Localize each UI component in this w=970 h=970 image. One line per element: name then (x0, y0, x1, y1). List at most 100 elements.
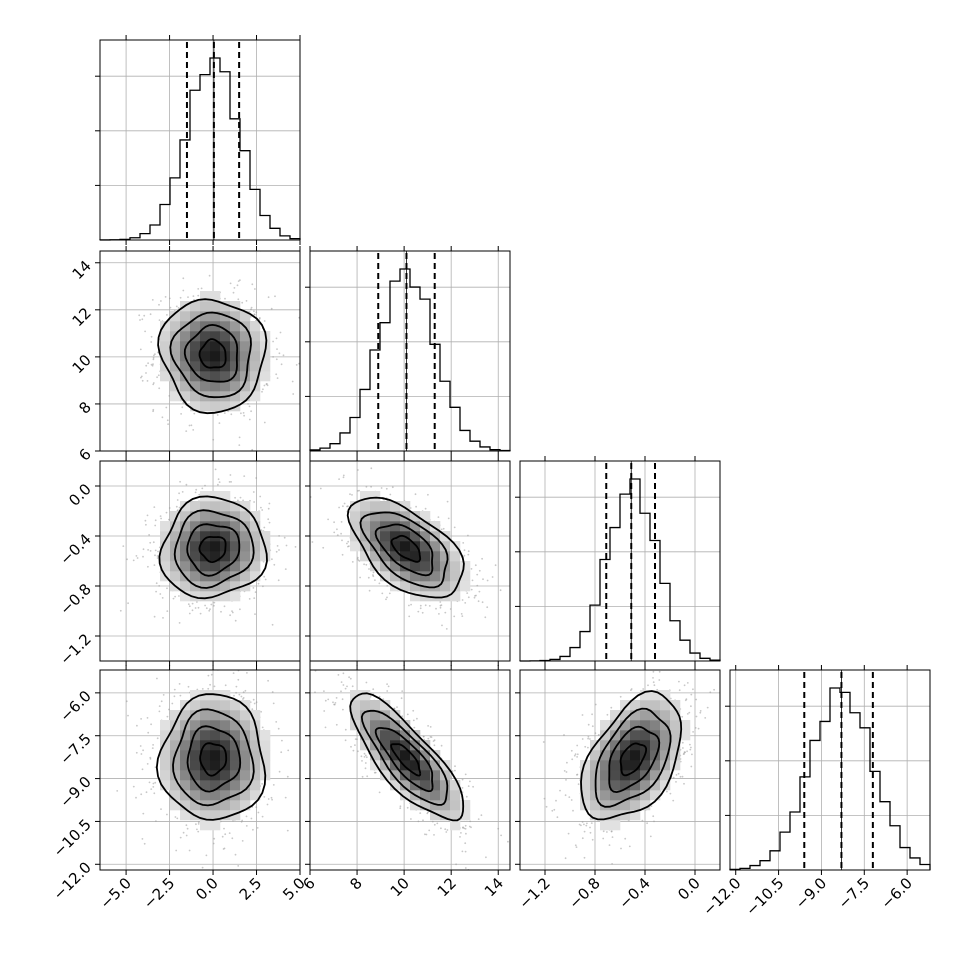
scatter-point (153, 792, 156, 795)
density-cell (180, 531, 191, 542)
density-cell (230, 521, 241, 532)
scatter-point (168, 395, 171, 397)
scatter-point (333, 521, 335, 524)
scatter-point (148, 781, 151, 784)
scatter-point (161, 416, 164, 419)
density-cell (390, 501, 401, 512)
scatter-point (417, 610, 420, 613)
density-cell (170, 371, 181, 382)
density-cell (410, 511, 421, 522)
density-cell (190, 800, 201, 811)
scatter-point (223, 666, 225, 668)
scatter-point (178, 683, 181, 685)
scatter-point (166, 610, 169, 612)
scatter-point (201, 487, 204, 490)
density-cell (240, 311, 251, 322)
density-cell (410, 551, 421, 562)
density-cell (250, 750, 261, 761)
scatter-point (212, 438, 215, 441)
density-cell (230, 581, 241, 592)
density-cell (230, 770, 241, 781)
scatter-point (208, 274, 211, 277)
scatter-point (168, 507, 171, 509)
density-cell (420, 541, 431, 552)
scatter-point (216, 414, 219, 416)
scatter-point (338, 506, 340, 509)
scatter-point (153, 506, 156, 508)
scatter-point (323, 690, 325, 692)
scatter-point (234, 496, 237, 499)
density-cell (220, 780, 231, 791)
scatter-point (386, 596, 388, 599)
density-cell (180, 501, 191, 512)
density-cell (450, 581, 461, 592)
scatter-point (239, 496, 242, 499)
scatter-point (181, 406, 184, 409)
scatter-point (228, 481, 231, 483)
scatter-point (342, 684, 345, 686)
histogram-step (519, 478, 721, 662)
scatter-point (255, 701, 258, 704)
contour-line (346, 496, 465, 599)
density-cell (220, 790, 231, 801)
density-panel-3-1: 6 8 10 12 14 (299, 665, 511, 900)
scatter-point (252, 491, 255, 493)
scatter-point (478, 590, 481, 593)
density-cell (180, 591, 191, 602)
y-tick-label: 14 (69, 257, 95, 283)
scatter-point (242, 412, 245, 414)
scatter-point (224, 833, 227, 836)
density-cell (220, 371, 231, 382)
scatter-point (252, 698, 255, 701)
scatter-point (246, 672, 248, 674)
density-cell (240, 780, 251, 791)
scatter-point (389, 493, 392, 496)
density-cell (250, 790, 261, 801)
scatter-point (380, 487, 383, 489)
contour-line (198, 338, 227, 369)
scatter-point (324, 699, 327, 702)
scatter-point (143, 314, 146, 317)
scatter-point (429, 736, 432, 738)
density-cell (220, 401, 231, 412)
scatter-point (485, 856, 487, 859)
density-cell (190, 361, 201, 372)
scatter-point (220, 610, 222, 613)
scatter-point (341, 553, 344, 556)
scatter-point (141, 318, 144, 321)
histogram-panel-0 (95, 35, 301, 245)
scatter-point (232, 291, 235, 294)
density-cell (240, 561, 251, 572)
scatter-point (155, 820, 157, 822)
scatter-point (440, 528, 443, 531)
scatter-point (449, 608, 452, 610)
scatter-point (158, 585, 161, 587)
scatter-point (277, 727, 280, 730)
scatter-point (338, 478, 340, 480)
density-cell (160, 750, 171, 761)
scatter-point (257, 582, 260, 585)
scatter-point (252, 587, 255, 589)
scatter-point (470, 588, 473, 591)
scatter-point (252, 828, 254, 831)
scatter-point (453, 526, 456, 529)
density-cell (410, 521, 421, 532)
scatter-point (416, 717, 418, 720)
scatter-point (319, 487, 322, 490)
density-cell (200, 351, 211, 362)
scatter-point (153, 354, 155, 357)
scatter-point (263, 796, 266, 798)
scatter-point (132, 559, 135, 562)
scatter-point (478, 569, 481, 572)
density-cell (360, 551, 371, 562)
density-cell (190, 770, 201, 781)
scatter-point (224, 684, 227, 687)
scatter-point (467, 596, 470, 599)
density-cell (200, 401, 211, 412)
density-cell (250, 521, 261, 532)
scatter-point (476, 573, 479, 576)
density-cell (200, 541, 211, 552)
scatter-point (242, 697, 245, 699)
scatter-point (335, 697, 338, 699)
scatter-point (286, 775, 289, 778)
